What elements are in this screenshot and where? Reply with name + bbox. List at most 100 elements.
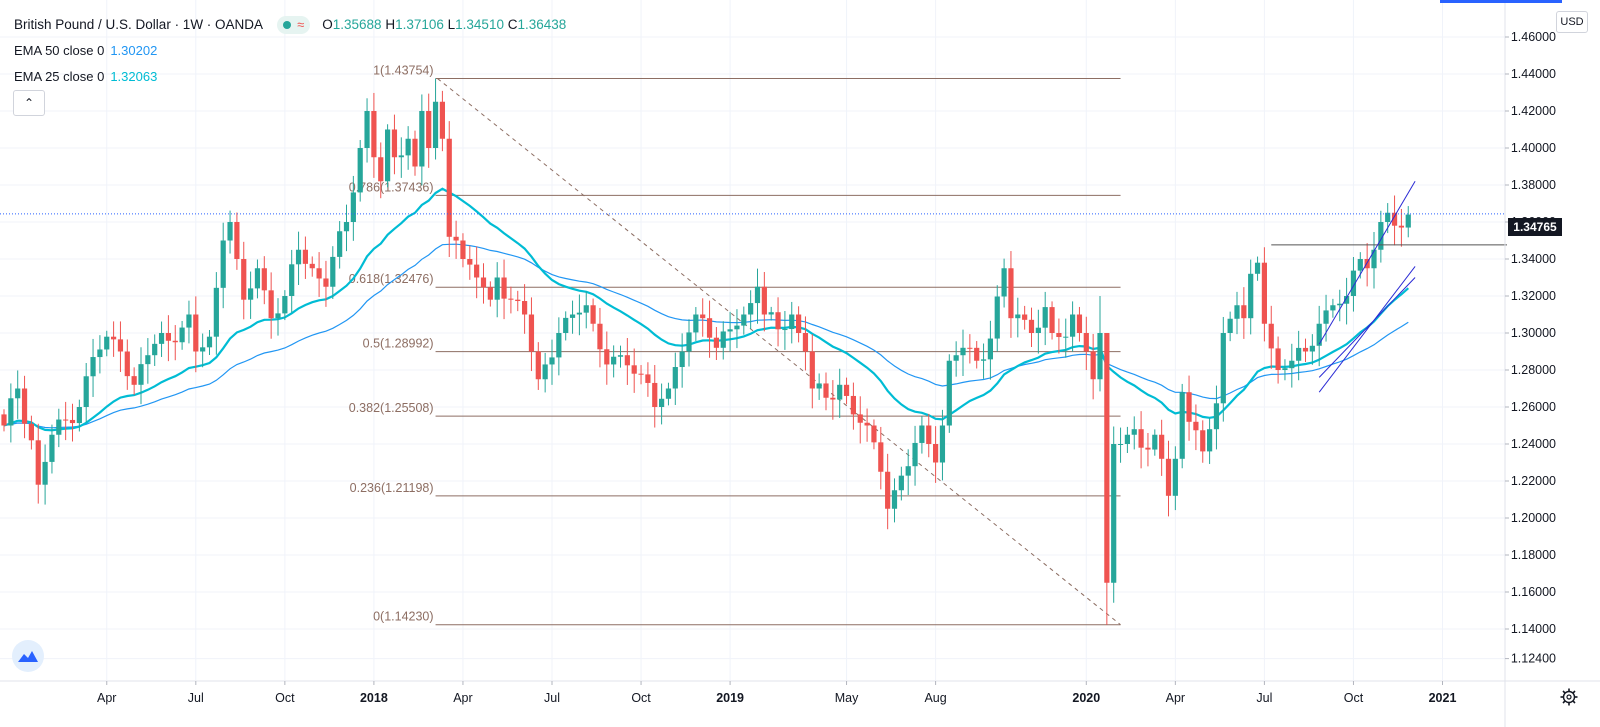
candle-body bbox=[501, 277, 507, 299]
fib-level-label: 1(1.43754) bbox=[373, 64, 433, 78]
candle-body bbox=[474, 264, 480, 278]
candle-body bbox=[172, 340, 178, 343]
channel-line-mid bbox=[1318, 277, 1416, 378]
settings-gear-icon[interactable] bbox=[1560, 688, 1578, 706]
candle-body bbox=[926, 425, 932, 444]
candle-body bbox=[467, 259, 473, 265]
candle-body bbox=[1179, 392, 1185, 459]
price-tick-label: 1.40000 bbox=[1511, 141, 1556, 155]
candle-body bbox=[933, 444, 939, 463]
time-axis[interactable]: Apr Jul Oct 2018 Apr Jul Oct 2019 May Aug 2020 Apr J… bbox=[0, 680, 1600, 705]
close-label: C bbox=[507, 17, 518, 32]
candle-body bbox=[987, 338, 993, 360]
candle-body bbox=[152, 343, 158, 356]
symbol-row: British Pound / U.S. Dollar · 1W · OANDA… bbox=[14, 12, 566, 38]
candle-body bbox=[295, 249, 302, 265]
candle-body bbox=[1193, 421, 1199, 431]
candle-body bbox=[49, 434, 55, 462]
candle-body bbox=[1385, 212, 1391, 222]
candle-body bbox=[275, 313, 281, 319]
candle-body bbox=[405, 138, 411, 156]
market-status-badge[interactable]: ≈ bbox=[277, 16, 311, 34]
time-tick-label: 2020 bbox=[1072, 691, 1100, 705]
candle-body bbox=[686, 332, 692, 352]
indicator-ema50[interactable]: EMA 50 close 0 1.30202 bbox=[14, 38, 566, 64]
candle-body bbox=[206, 336, 213, 348]
low-label: L bbox=[447, 17, 456, 32]
price-axis[interactable]: 1.460001.440001.420001.400001.380001.360… bbox=[1504, 0, 1556, 727]
ema50-line bbox=[3, 243, 1409, 429]
candle-body bbox=[645, 374, 651, 383]
candle-body bbox=[1145, 447, 1151, 450]
candle-body bbox=[583, 305, 589, 313]
candle-body bbox=[124, 351, 130, 377]
candle-body bbox=[994, 296, 1000, 339]
candle-body bbox=[665, 388, 672, 399]
candle-body bbox=[15, 388, 21, 399]
time-tick-label: May bbox=[835, 691, 859, 705]
candle-body bbox=[953, 355, 959, 361]
candle-body bbox=[494, 277, 500, 300]
currency-button[interactable]: USD bbox=[1556, 11, 1588, 33]
candle-body bbox=[700, 314, 706, 319]
fib-level-label: 0.5(1.28992) bbox=[363, 337, 434, 351]
time-tick-label: Apr bbox=[97, 691, 116, 705]
candle-body bbox=[1254, 262, 1261, 274]
candle-body bbox=[391, 129, 398, 158]
chart-grid bbox=[0, 0, 1505, 680]
fib-level-label: 0(1.14230) bbox=[373, 610, 433, 624]
candle-body bbox=[713, 337, 719, 348]
candle-body bbox=[1309, 345, 1315, 352]
candle-body bbox=[460, 240, 466, 259]
candle-body bbox=[748, 303, 754, 315]
candle-body bbox=[905, 466, 911, 476]
price-tick-label: 1.28000 bbox=[1511, 363, 1556, 377]
fibonacci-retracement[interactable]: 1(1.43754) 0.786(1.37436) 0.618(1.32476) 0.… bbox=[349, 64, 1121, 626]
candle-body bbox=[330, 256, 336, 287]
candle-body bbox=[775, 312, 781, 330]
candle-body bbox=[165, 333, 171, 341]
candle-body bbox=[1220, 333, 1226, 404]
candle-body bbox=[131, 376, 137, 385]
candle-body bbox=[1344, 296, 1350, 304]
symbol-title[interactable]: British Pound / U.S. Dollar · 1W · OANDA bbox=[14, 17, 264, 32]
candle-body bbox=[343, 222, 350, 232]
fib-level-label: 0.236(1.21198) bbox=[350, 481, 434, 495]
time-tick-label: Jul bbox=[544, 691, 560, 705]
price-tick-label: 1.14000 bbox=[1511, 622, 1556, 636]
candle-body bbox=[508, 298, 514, 300]
candle-body bbox=[83, 376, 89, 407]
time-tick-label: Jul bbox=[188, 691, 204, 705]
ohlc-values: O1.35688 H1.37106 L1.34510 C1.36438 bbox=[322, 12, 566, 38]
candle-body bbox=[535, 351, 541, 380]
candle-body bbox=[569, 314, 576, 318]
indicator-ema25[interactable]: EMA 25 close 0 1.32063 bbox=[14, 64, 566, 90]
candle-body bbox=[1063, 336, 1069, 338]
candle-body bbox=[1261, 262, 1267, 324]
candle-body bbox=[1131, 429, 1137, 435]
price-tick-label: 1.18000 bbox=[1511, 548, 1556, 562]
candle-body bbox=[967, 347, 973, 349]
candle-body bbox=[302, 249, 308, 264]
header-accent-bar bbox=[1440, 0, 1562, 3]
candle-body bbox=[186, 314, 192, 328]
candle-body bbox=[419, 111, 425, 167]
candle-body bbox=[1316, 323, 1322, 346]
candle-body bbox=[453, 236, 459, 241]
trend-drawings[interactable] bbox=[0, 181, 1507, 393]
candle-body bbox=[891, 490, 898, 509]
time-tick-label: 2019 bbox=[716, 691, 744, 705]
candle-body bbox=[1104, 333, 1110, 583]
candlestick-series[interactable] bbox=[1, 78, 1411, 625]
candle-body bbox=[1159, 434, 1165, 459]
candle-body bbox=[446, 138, 452, 237]
candle-body bbox=[974, 347, 980, 361]
collapse-legend-button[interactable]: ⌃ bbox=[13, 90, 45, 116]
candle-body bbox=[323, 278, 329, 287]
candle-body bbox=[734, 325, 740, 330]
candle-body bbox=[371, 111, 377, 158]
tradingview-logo-icon[interactable] bbox=[12, 640, 44, 672]
candle-body bbox=[830, 397, 836, 400]
candle-body bbox=[1234, 305, 1240, 319]
